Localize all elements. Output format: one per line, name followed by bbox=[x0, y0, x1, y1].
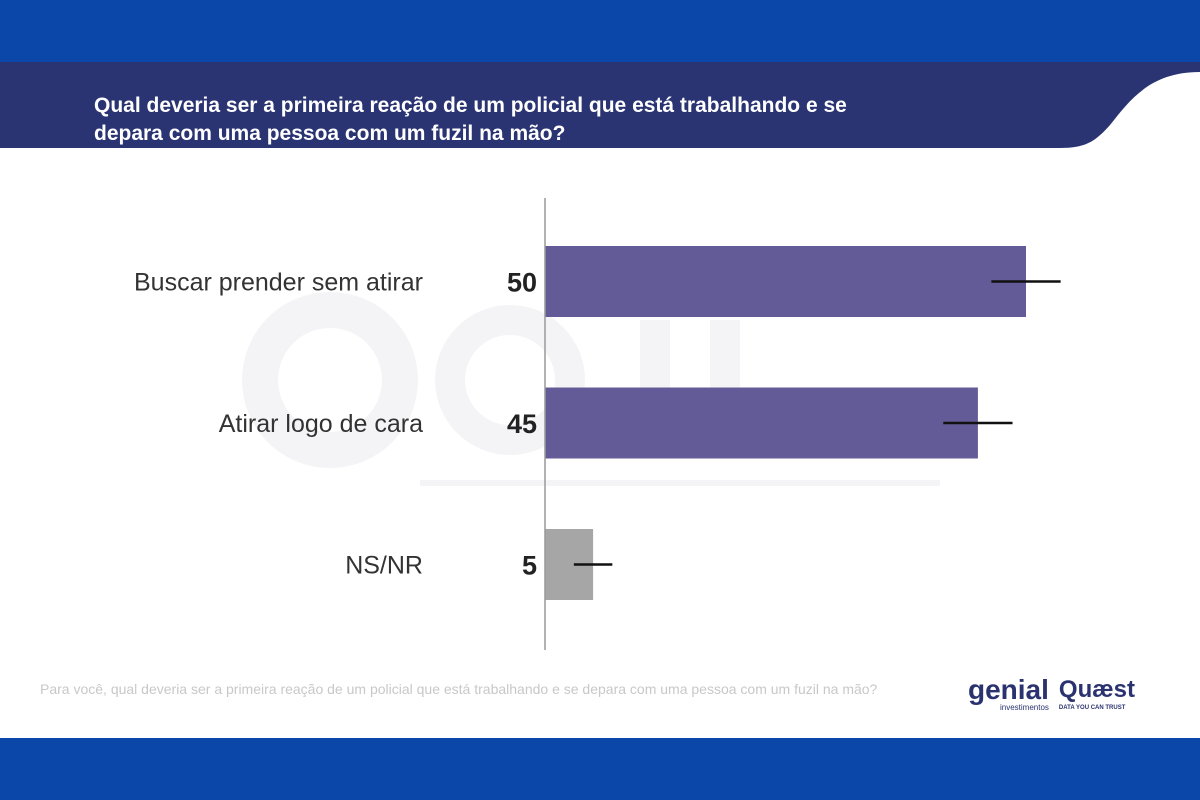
category-label: NS/NR bbox=[345, 552, 423, 580]
top-band bbox=[0, 0, 1200, 62]
quaest-logo: Quæst DATA YOU CAN TRUST bbox=[1058, 676, 1135, 711]
bar bbox=[545, 387, 978, 459]
category-label: Atirar logo de cara bbox=[219, 410, 423, 438]
category-label: Buscar prender sem atirar bbox=[134, 269, 423, 297]
bar bbox=[545, 246, 1026, 317]
logos: genial investimentos Quæst DATA YOU CAN TR… bbox=[968, 676, 1135, 712]
value-label: 45 bbox=[507, 409, 537, 439]
header-banner bbox=[0, 62, 1200, 148]
bottom-band bbox=[0, 738, 1200, 800]
chart-title: Qual deveria ser a primeira reação de um… bbox=[94, 94, 847, 145]
value-label: 5 bbox=[522, 551, 537, 581]
genial-logo: genial investimentos bbox=[968, 674, 1049, 712]
value-label: 50 bbox=[507, 268, 537, 298]
footer-note: Para você, qual deveria ser a primeira r… bbox=[40, 681, 878, 697]
